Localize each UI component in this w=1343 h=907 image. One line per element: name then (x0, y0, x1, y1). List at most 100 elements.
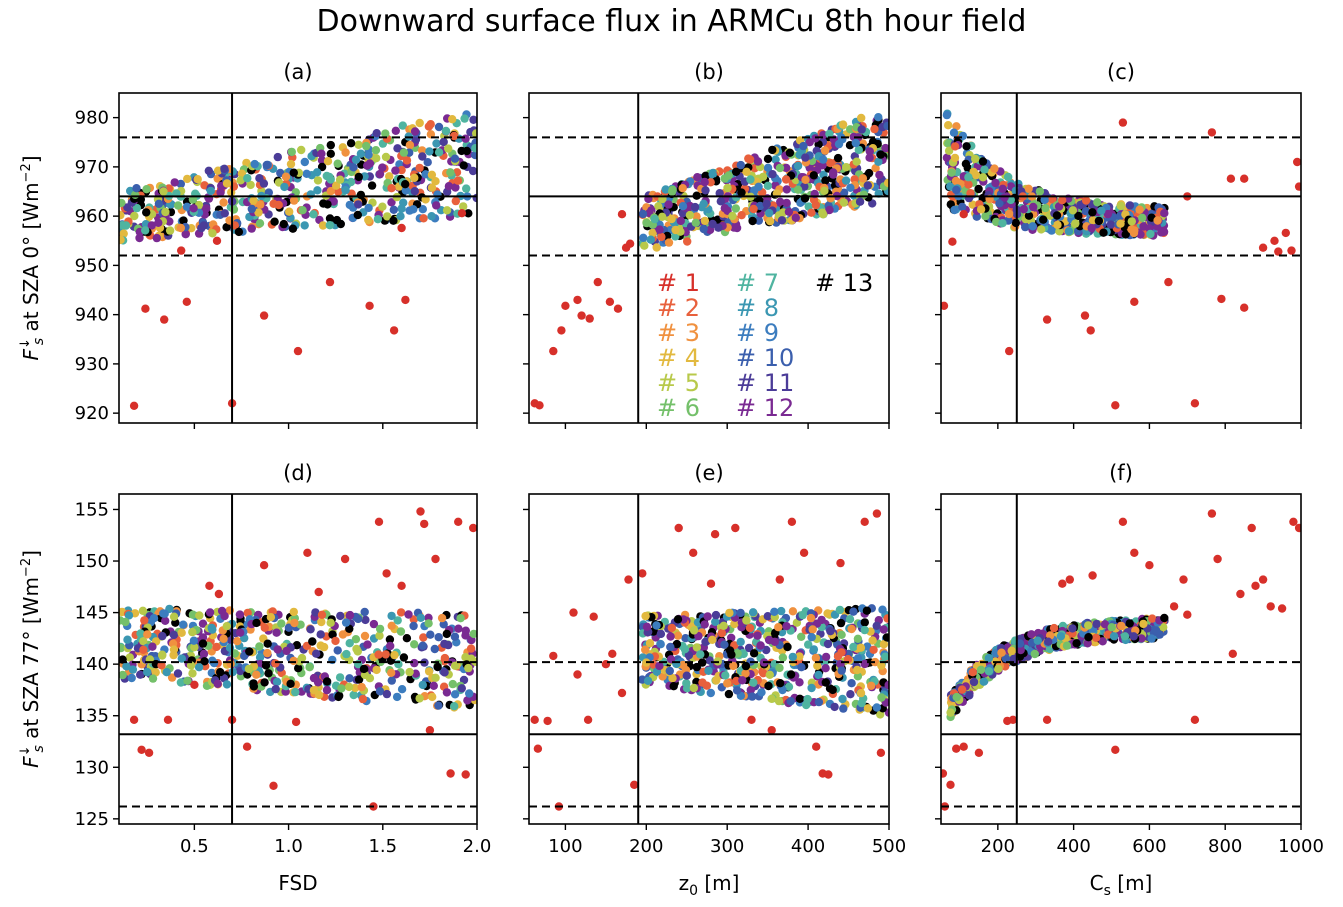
data-point (249, 682, 259, 691)
data-point (860, 625, 869, 635)
data-point (992, 217, 1001, 227)
data-point (797, 663, 806, 672)
data-point (468, 166, 477, 176)
data-point (952, 122, 961, 131)
data-point (665, 666, 674, 676)
data-point (326, 140, 335, 150)
data-point (1027, 630, 1036, 639)
data-point (847, 624, 856, 634)
data-point (328, 630, 337, 639)
data-point (642, 622, 652, 631)
data-point (351, 155, 361, 164)
data-point (397, 685, 407, 694)
data-point (738, 676, 747, 685)
data-point (682, 684, 692, 693)
legend-entry: # 4 (657, 344, 700, 372)
data-point (1035, 187, 1045, 196)
data-point (944, 139, 953, 148)
data-point (689, 626, 699, 635)
outlier-point (1293, 157, 1301, 167)
data-point (213, 166, 223, 175)
data-point (976, 205, 986, 214)
data-point (748, 216, 757, 226)
data-point (410, 127, 420, 136)
data-point (342, 649, 351, 659)
data-point (971, 171, 981, 180)
data-point (883, 121, 889, 131)
data-point (737, 211, 746, 220)
data-point (821, 176, 830, 185)
data-point (317, 162, 327, 172)
data-point (694, 631, 703, 641)
data-point (1103, 209, 1113, 219)
data-point (877, 693, 886, 702)
data-point (957, 685, 967, 694)
data-point (748, 692, 757, 701)
data-point (121, 617, 130, 627)
outlier-point (469, 523, 477, 533)
data-point (194, 663, 204, 672)
data-point (972, 212, 981, 221)
data-point (119, 198, 126, 208)
data-point (226, 659, 235, 668)
data-point (994, 664, 1003, 674)
data-point (808, 625, 817, 634)
data-point (345, 624, 354, 633)
data-point (708, 635, 717, 644)
legend-entry: # 9 (736, 319, 779, 347)
data-point (165, 217, 174, 226)
legend-entry: # 6 (657, 394, 700, 422)
outlier-point (624, 575, 633, 584)
data-point (426, 630, 435, 639)
data-point (405, 140, 415, 150)
data-point (287, 147, 296, 157)
data-point (434, 148, 444, 157)
data-point (202, 204, 211, 213)
y-tick-label: 920 (75, 403, 109, 424)
data-point (879, 625, 888, 634)
data-point (154, 218, 163, 227)
data-point (1015, 639, 1025, 648)
data-point (661, 185, 670, 194)
outlier-point (389, 326, 399, 335)
data-point (362, 141, 371, 151)
data-point (765, 670, 774, 679)
data-point (753, 631, 762, 640)
data-point (1091, 633, 1101, 642)
data-point (125, 653, 134, 662)
data-point (309, 673, 319, 683)
data-point (762, 645, 771, 655)
data-point (1020, 222, 1030, 232)
axes-frame (528, 92, 890, 424)
outlier-point (952, 744, 961, 753)
data-point (398, 121, 407, 130)
data-point (356, 190, 366, 200)
data-point (944, 121, 953, 130)
data-point (856, 688, 866, 698)
data-point (981, 212, 990, 221)
outlier-point (1130, 548, 1139, 557)
data-point (817, 615, 826, 625)
outlier-point (374, 517, 384, 526)
data-point (1147, 634, 1156, 643)
data-point (208, 229, 217, 238)
data-point (434, 122, 444, 132)
data-point (289, 656, 298, 666)
data-point (349, 163, 358, 172)
data-point (801, 175, 810, 184)
data-point (811, 653, 821, 663)
data-point (415, 163, 424, 173)
data-point (755, 201, 765, 211)
data-point (450, 632, 460, 641)
data-point (1072, 639, 1081, 648)
outlier-point (420, 519, 429, 529)
data-point (341, 618, 351, 627)
data-point (399, 653, 409, 662)
data-point (461, 134, 470, 143)
data-point (700, 178, 709, 187)
data-point (344, 682, 354, 692)
data-point (387, 668, 396, 677)
data-point (207, 623, 216, 633)
data-point (742, 616, 751, 625)
